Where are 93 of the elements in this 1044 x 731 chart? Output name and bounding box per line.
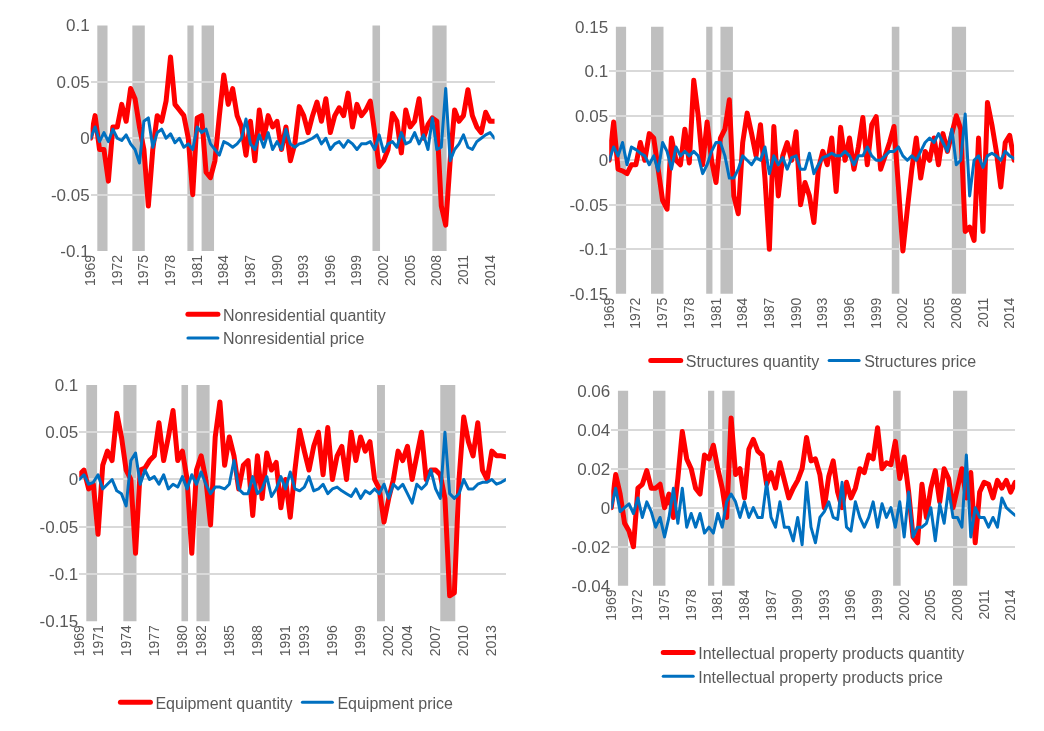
x-tick-label: 1975 [654, 297, 671, 329]
x-tick-label: 1987 [762, 589, 779, 621]
y-tick-label: 0.06 [577, 381, 611, 401]
x-tick-label: 2008 [949, 589, 966, 621]
y-tick-label: 0.1 [66, 16, 90, 36]
x-tick-label: 2004 [399, 624, 416, 657]
x-tick-label: 1996 [321, 254, 338, 287]
x-tick-label: 1972 [627, 297, 644, 329]
x-tick-label: 1984 [734, 297, 751, 329]
legend-label: Equipment quantity [155, 694, 293, 712]
x-tick-label: 1981 [188, 254, 205, 287]
x-tick-label: 2005 [921, 297, 938, 329]
x-tick-label: 1972 [108, 254, 125, 287]
x-tick-label: 1990 [268, 254, 285, 287]
x-tick-label: 1980 [173, 624, 190, 657]
y-tick-label: -0.02 [571, 537, 611, 557]
y-tick-label: -0.05 [39, 517, 79, 537]
x-tick-label: 1972 [629, 589, 646, 621]
x-tick-label: 1978 [162, 254, 179, 287]
y-tick-label: 0 [68, 470, 79, 490]
x-tick-label: 1974 [117, 624, 134, 657]
x-tick-label: 2007 [427, 624, 444, 657]
x-tick-label: 2011 [455, 254, 472, 285]
line-series [609, 112, 1015, 198]
x-tick-label: 2008 [428, 254, 445, 287]
y-tick-label: 0.05 [575, 106, 609, 126]
x-tick-label: 1999 [348, 254, 365, 287]
x-tick-label: 1971 [89, 624, 106, 657]
y-tick-label: 0.1 [54, 375, 79, 395]
legend-label: Intellectual property products price [698, 668, 943, 686]
line-series [79, 430, 506, 508]
y-tick-label: 0.1 [584, 62, 609, 82]
legend-label: Structures quantity [685, 352, 820, 370]
x-tick-label: 1975 [135, 254, 152, 287]
legend-label: Structures price [864, 352, 977, 370]
x-tick-label: 1993 [815, 589, 832, 621]
x-tick-label: 2002 [375, 254, 392, 287]
x-tick-label: 1982 [192, 624, 209, 657]
x-tick-label: 1993 [814, 297, 831, 329]
x-tick-label: 1978 [682, 589, 699, 621]
x-tick-label: 2008 [947, 297, 964, 329]
y-tick-label: 0.02 [577, 459, 611, 479]
x-tick-label: 2014 [1002, 589, 1019, 621]
x-tick-label: 1987 [760, 297, 777, 329]
x-tick-label: 1987 [241, 254, 258, 287]
x-tick-label: 1984 [215, 254, 232, 287]
y-tick-label: 0.05 [56, 72, 90, 92]
x-tick-label: 2013 [483, 624, 500, 657]
y-tick-label: 0 [80, 129, 90, 149]
x-tick-label: 2002 [895, 589, 912, 621]
x-tick-label: 1988 [248, 624, 265, 657]
x-tick-label: 2002 [894, 297, 911, 329]
line-series [611, 453, 1016, 547]
y-tick-label: 0.05 [45, 423, 79, 443]
x-tick-label: 1999 [867, 297, 884, 329]
x-tick-label: 1990 [789, 589, 806, 621]
x-tick-label: 1996 [323, 624, 340, 657]
x-tick-label: 1991 [277, 624, 294, 657]
x-tick-label: 1984 [735, 589, 752, 621]
y-tick-label: 0.04 [577, 420, 611, 440]
legend-label: Intellectual property products quantity [698, 644, 965, 662]
x-tick-label: 1975 [656, 589, 673, 621]
x-tick-label: 2005 [401, 254, 418, 287]
x-tick-label: 1981 [709, 589, 726, 621]
legend-label: Nonresidential quantity [222, 306, 386, 324]
x-tick-label: 1999 [869, 589, 886, 621]
x-tick-label: 1978 [680, 297, 697, 329]
y-tick-label: -0.05 [569, 195, 609, 215]
x-tick-label: 2011 [974, 297, 991, 328]
x-tick-label: 2014 [481, 254, 498, 287]
legend-label: Equipment price [337, 694, 454, 712]
line-series [90, 87, 495, 165]
x-tick-label: 1977 [145, 624, 162, 657]
x-tick-label: 1996 [841, 297, 858, 329]
x-tick-label: 2010 [455, 624, 472, 657]
y-tick-label: -0.05 [50, 185, 90, 205]
x-tick-label: 2014 [1001, 297, 1018, 329]
x-tick-label: 1993 [295, 254, 312, 287]
x-tick-label: 2011 [975, 589, 992, 620]
y-tick-label: 0 [598, 151, 609, 171]
x-tick-label: 1996 [842, 589, 859, 621]
x-tick-label: 1999 [352, 624, 369, 657]
x-tick-label: 2005 [922, 589, 939, 621]
y-tick-label: 0 [600, 498, 611, 518]
x-tick-label: 1990 [787, 297, 804, 329]
x-tick-label: 1985 [220, 624, 237, 657]
y-tick-label: -0.1 [578, 240, 609, 260]
legend-label: Nonresidential price [222, 330, 365, 348]
y-tick-label: 0.15 [575, 17, 609, 37]
x-tick-label: 2002 [380, 624, 397, 657]
y-tick-label: -0.1 [48, 565, 79, 584]
x-tick-label: 1993 [295, 624, 312, 657]
x-tick-label: 1981 [707, 297, 724, 329]
